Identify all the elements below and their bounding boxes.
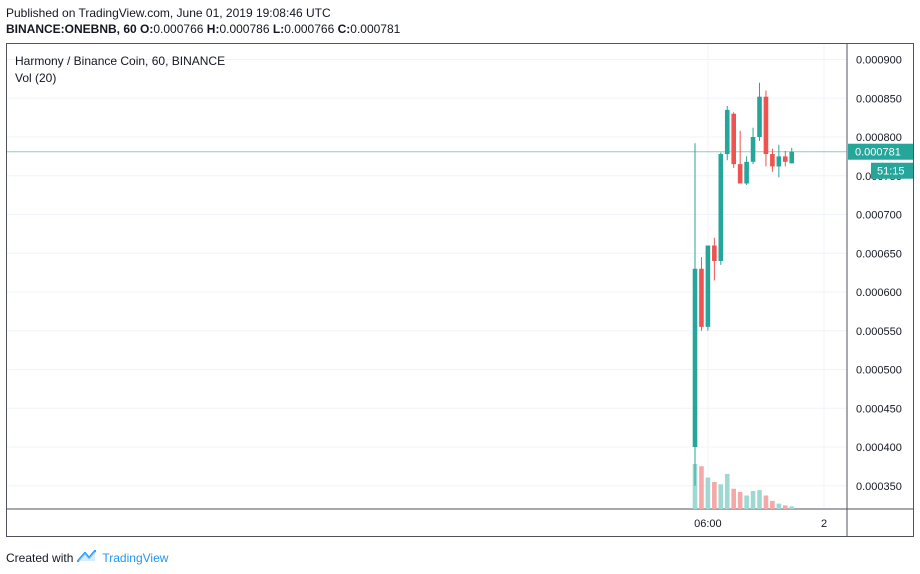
- candle-body: [737, 164, 743, 184]
- volume-bar: [718, 484, 724, 509]
- volume-bar: [705, 477, 711, 509]
- last-price-text: 0.000781: [855, 147, 901, 159]
- volume-label: Vol (20): [15, 71, 56, 85]
- candle-body: [712, 245, 717, 261]
- volume-bar: [750, 491, 756, 509]
- candle-body: [783, 156, 788, 162]
- x-tick-label: 06:00: [694, 518, 722, 530]
- footer: Created with TradingView: [6, 549, 168, 566]
- tradingview-logo-icon[interactable]: [77, 549, 99, 566]
- close-label: C:: [337, 22, 351, 36]
- candle-body: [750, 137, 756, 162]
- candle-body: [770, 154, 775, 167]
- close-value: 0.000781: [350, 22, 401, 36]
- chart-frame[interactable]: Harmony / Binance Coin, 60, BINANCE Vol …: [6, 43, 914, 537]
- volume-bar: [757, 490, 762, 509]
- time-axis: 06:00 2: [694, 518, 827, 530]
- ohlc-line: BINANCE:ONEBNB, 60 O:0.000766 H:0.000786…: [6, 22, 400, 36]
- x-tick-label: 2: [821, 518, 827, 530]
- volume-bar: [724, 473, 730, 509]
- candlestick-chart[interactable]: Harmony / Binance Coin, 60, BINANCE Vol …: [7, 44, 913, 536]
- candles: [692, 82, 795, 486]
- volume-bar: [692, 464, 698, 509]
- volume-bar: [776, 503, 782, 509]
- volume-bar: [737, 491, 743, 509]
- candle-body: [789, 151, 795, 164]
- candle-body: [699, 268, 704, 327]
- y-tick-label: 0.000400: [856, 442, 902, 454]
- open-value: 0.000766: [153, 22, 204, 36]
- open-label: O:: [140, 22, 154, 36]
- grid-lines: [7, 44, 847, 509]
- volume-bar: [731, 488, 736, 509]
- high-value: 0.000786: [219, 22, 270, 36]
- candle-body: [718, 154, 724, 261]
- volume-bar: [699, 466, 704, 509]
- y-tick-label: 0.000700: [856, 210, 902, 222]
- countdown-text: 51:15: [877, 166, 905, 178]
- price-axis: 0.000350 0.000400 0.000450 0.000500 0.000550…: [856, 55, 902, 493]
- y-tick-label: 0.000900: [856, 55, 902, 67]
- candle-body: [692, 268, 698, 447]
- high-label: H:: [206, 22, 220, 36]
- published-line: Published on TradingView.com, June 01, 2…: [6, 6, 331, 20]
- chart-title: Harmony / Binance Coin, 60, BINANCE: [15, 54, 225, 68]
- volume-bar: [770, 500, 775, 509]
- volume-bar: [789, 506, 795, 509]
- volume-bars: [692, 464, 795, 509]
- y-tick-label: 0.000550: [856, 326, 902, 338]
- candle-body: [731, 113, 736, 165]
- volume-bar: [712, 482, 717, 509]
- y-tick-label: 0.000600: [856, 287, 902, 299]
- candle-body: [776, 156, 782, 167]
- candle-body: [705, 245, 711, 327]
- last-price-badge: 0.000781: [848, 143, 913, 160]
- created-with-text: Created with: [6, 550, 74, 565]
- y-tick-label: 0.000650: [856, 248, 902, 260]
- y-tick-label: 0.000450: [856, 403, 902, 415]
- low-label: L:: [272, 22, 285, 36]
- y-tick-label: 0.000500: [856, 365, 902, 377]
- candle-body: [744, 161, 749, 184]
- volume-bar: [744, 495, 749, 509]
- candle-body: [757, 96, 762, 137]
- y-tick-label: 0.000850: [856, 93, 902, 105]
- symbol-label: BINANCE:ONEBNB, 60: [6, 22, 137, 36]
- candle-body: [763, 96, 769, 155]
- y-tick-label: 0.000350: [856, 481, 902, 493]
- volume-bar: [783, 505, 788, 509]
- y-tick-label: 0.000800: [856, 132, 902, 144]
- tradingview-link[interactable]: TradingView: [102, 550, 169, 565]
- volume-bar: [763, 495, 769, 509]
- low-value: 0.000766: [284, 22, 335, 36]
- candle-body: [724, 109, 730, 155]
- countdown-badge: 51:15: [871, 162, 913, 179]
